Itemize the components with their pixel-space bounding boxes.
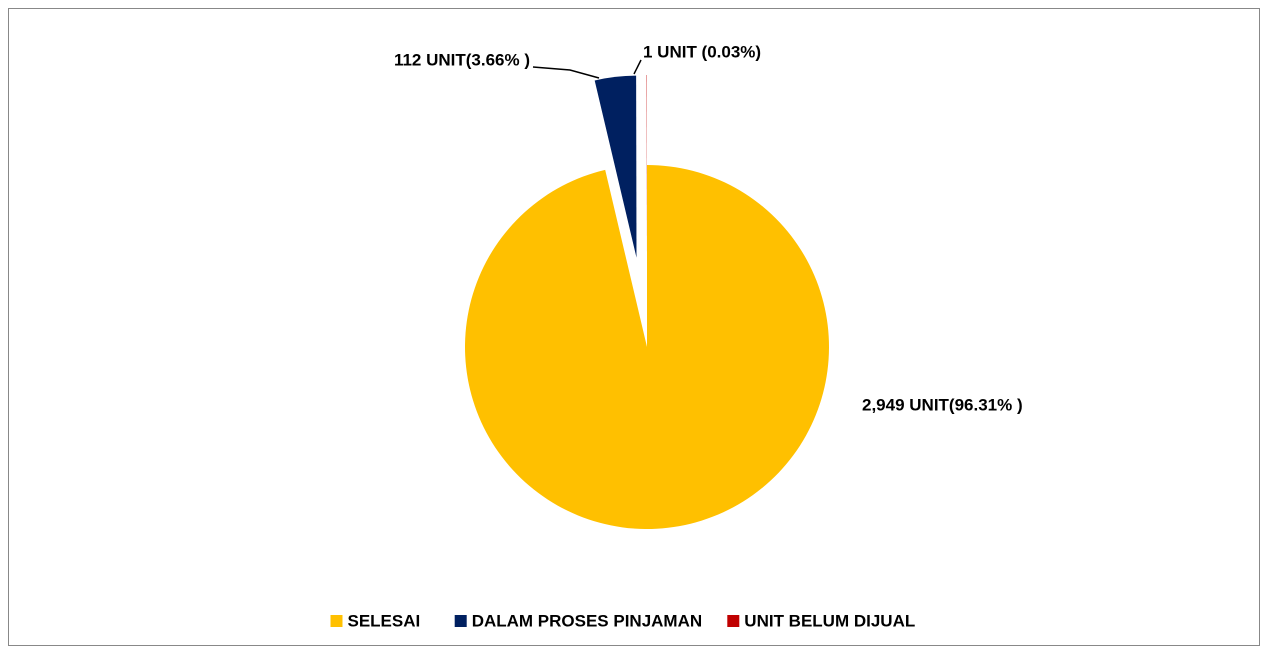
- legend-label: DALAM PROSES PINJAMAN: [472, 611, 702, 630]
- legend-label: UNIT BELUM DIJUAL: [744, 611, 915, 630]
- legend-label: SELESAI: [348, 611, 421, 630]
- pie-slice: [464, 165, 829, 529]
- legend-swatch: [727, 615, 740, 627]
- leader-line: [532, 66, 600, 79]
- data-label: 112 UNIT(3.66% ): [394, 50, 530, 69]
- leader-line: [633, 59, 642, 75]
- legend-swatch: [454, 615, 467, 627]
- data-label: 2,949 UNIT(96.31% ): [862, 395, 1023, 414]
- pie-slice: [594, 75, 637, 258]
- data-label: 1 UNIT (0.03%): [643, 42, 761, 61]
- legend-swatch: [330, 615, 343, 627]
